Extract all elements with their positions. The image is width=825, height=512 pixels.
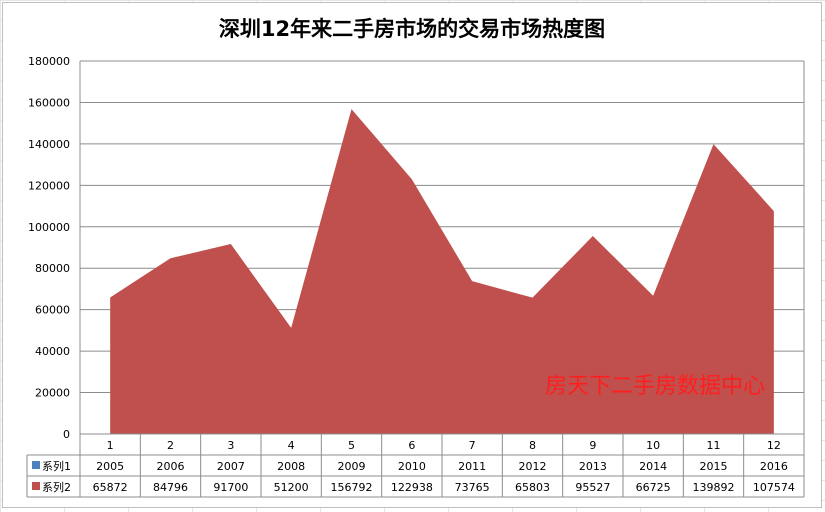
- watermark-text: 房天下二手房数据中心: [545, 374, 765, 399]
- x-tick-label: 9: [589, 439, 596, 452]
- data-label: 2015: [700, 460, 728, 473]
- data-label: 122938: [391, 481, 433, 494]
- data-label: 2005: [96, 460, 124, 473]
- x-tick-label: 3: [227, 439, 234, 452]
- data-label: 2010: [398, 460, 426, 473]
- area-series-2: [110, 109, 774, 434]
- x-tick-label: 8: [529, 439, 536, 452]
- data-label: 2009: [338, 460, 366, 473]
- y-tick-label: 140000: [28, 138, 70, 151]
- data-label: 156792: [331, 481, 373, 494]
- y-tick-label: 20000: [35, 387, 70, 400]
- x-tick-label: 12: [767, 439, 781, 452]
- x-tick-label: 11: [707, 439, 721, 452]
- y-tick-label: 180000: [28, 55, 70, 68]
- data-label: 2012: [519, 460, 547, 473]
- data-label: 51200: [274, 481, 309, 494]
- x-tick-label: 7: [469, 439, 476, 452]
- data-label: 2011: [458, 460, 486, 473]
- x-tick-label: 2: [167, 439, 174, 452]
- y-tick-label: 60000: [35, 304, 70, 317]
- x-tick-label: 1: [107, 439, 114, 452]
- data-label: 107574: [753, 481, 795, 494]
- x-tick-label: 5: [348, 439, 355, 452]
- data-label: 65803: [515, 481, 550, 494]
- y-tick-label: 40000: [35, 345, 70, 358]
- legend-label: 系列2: [42, 480, 71, 494]
- y-tick-label: 0: [63, 428, 70, 441]
- data-label: 2006: [157, 460, 185, 473]
- x-tick-label: 6: [408, 439, 415, 452]
- data-label: 2014: [639, 460, 667, 473]
- chart-title: 深圳12年来二手房市场的交易市场热度图: [219, 17, 605, 41]
- x-tick-label: 10: [646, 439, 660, 452]
- legend-key: [32, 482, 40, 490]
- data-label: 65872: [93, 481, 128, 494]
- data-label: 2007: [217, 460, 245, 473]
- y-tick-label: 100000: [28, 221, 70, 234]
- data-label: 2016: [760, 460, 788, 473]
- data-label: 2008: [277, 460, 305, 473]
- data-label: 84796: [153, 481, 188, 494]
- y-tick-label: 120000: [28, 179, 70, 192]
- y-tick-label: 80000: [35, 262, 70, 275]
- data-label: 91700: [213, 481, 248, 494]
- legend-key: [32, 461, 40, 469]
- data-label: 95527: [575, 481, 610, 494]
- data-label: 139892: [693, 481, 735, 494]
- data-label: 66725: [636, 481, 671, 494]
- legend-label: 系列1: [42, 459, 71, 473]
- y-tick-label: 160000: [28, 96, 70, 109]
- data-label: 73765: [455, 481, 490, 494]
- x-tick-label: 4: [288, 439, 295, 452]
- data-label: 2013: [579, 460, 607, 473]
